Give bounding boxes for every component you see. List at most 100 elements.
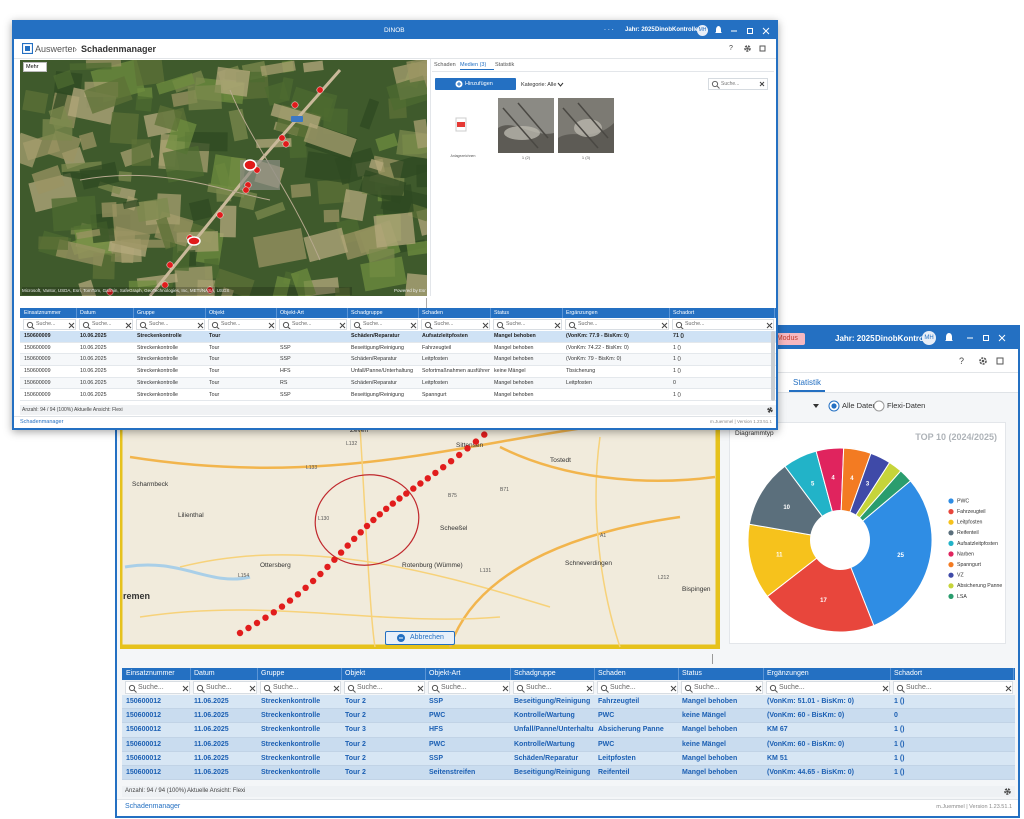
column-header[interactable]: Schadort [673,308,775,318]
help-button[interactable]: ? [959,356,965,366]
clear-search[interactable] [248,684,257,694]
menu-dots[interactable]: . . . [604,25,614,32]
clear-search[interactable] [181,684,190,694]
column-header[interactable]: Datum [194,668,258,680]
settings-button[interactable] [978,356,988,366]
column-search[interactable]: Suche... [344,681,425,694]
settings-button[interactable] [743,44,752,53]
column-header[interactable]: Objekt-Art [280,308,348,318]
map-more-button[interactable]: Mehr [23,62,47,72]
clear-search[interactable] [669,684,678,694]
clear-search[interactable] [660,321,669,331]
column-search[interactable]: Suche... [23,319,76,330]
clear-search[interactable] [332,684,341,694]
radio-all[interactable] [828,400,840,412]
minimize-button[interactable] [965,333,975,343]
column-search[interactable]: Suche... [350,319,418,330]
column-header[interactable]: Objekt [209,308,277,318]
column-search[interactable]: Suche... [421,319,490,330]
column-header[interactable]: Schaden [422,308,491,318]
table-row[interactable] [122,737,1015,752]
column-search[interactable]: Suche... [125,681,190,694]
table-row[interactable] [20,342,776,355]
column-header[interactable]: Gruppe [261,668,342,680]
user-avatar[interactable]: MH [922,331,936,345]
clear-search[interactable] [67,321,76,331]
table-row[interactable] [20,354,776,367]
table-row[interactable] [122,751,1015,766]
pdf-thumbnail[interactable] [443,104,483,152]
clear-search[interactable] [758,80,767,89]
column-header[interactable]: Objekt-Art [429,668,511,680]
view-selector[interactable]: Aktuelle Ansicht: Flexi [74,407,123,413]
photo-thumbnail[interactable] [498,98,554,153]
clear-search[interactable] [409,321,418,331]
tab[interactable]: Statistik [495,62,515,68]
status-module[interactable]: Schadenmanager [20,419,64,425]
column-header[interactable]: Schadort [894,668,1014,680]
clear-search[interactable] [416,684,425,694]
table-row[interactable] [20,366,776,378]
column-search[interactable]: Suche... [428,681,510,694]
column-search[interactable]: Suche... [260,681,341,694]
tab-statistik[interactable]: Statistik [789,374,825,392]
dropdown-arrow[interactable] [811,401,821,411]
column-search[interactable]: Suche... [766,681,890,694]
table-row[interactable] [20,331,776,343]
clear-search[interactable] [196,321,205,331]
column-search[interactable]: Suche... [193,681,257,694]
tab[interactable]: Schaden [434,62,456,68]
maximize-button[interactable] [981,333,991,343]
notifications-button[interactable] [944,332,954,344]
clear-search[interactable] [338,321,347,331]
column-search[interactable]: Suche... [513,681,594,694]
table-row[interactable] [122,695,1015,710]
column-header[interactable]: Status [494,308,563,318]
column-header[interactable]: Schadgruppe [351,308,419,318]
fullscreen-button[interactable] [758,44,767,53]
table-row[interactable] [20,389,776,402]
fullscreen-button[interactable] [995,356,1005,366]
tab[interactable]: Medien (3) [460,60,494,70]
notifications-button[interactable] [714,25,723,35]
category-filter[interactable]: Kategorie: Alle [521,82,557,88]
clear-search[interactable] [553,321,562,331]
column-search[interactable]: Suche... [681,681,763,694]
column-search[interactable]: Suche... [493,319,562,330]
status-module[interactable]: Schadenmanager [125,803,181,810]
column-search[interactable]: Suche... [279,319,347,330]
column-header[interactable]: Status [682,668,764,680]
radio-flexi[interactable] [873,400,885,412]
clear-search[interactable] [1004,684,1013,694]
column-search[interactable]: Suche... [79,319,133,330]
table-row[interactable] [122,723,1015,738]
minimize-button[interactable] [729,26,739,36]
column-header[interactable]: Objekt [345,668,426,680]
clear-search[interactable] [585,684,594,694]
photo-thumbnail[interactable] [558,98,614,153]
help-button[interactable]: ? [729,45,733,52]
column-header[interactable]: Ergänzungen [566,308,670,318]
clear-search[interactable] [765,321,774,331]
clear-search[interactable] [881,684,890,694]
add-button[interactable]: Hinzufügen [435,78,516,90]
column-header[interactable]: Schadgruppe [514,668,595,680]
clear-search[interactable] [501,684,510,694]
column-header[interactable]: Schaden [598,668,679,680]
table-row[interactable] [20,377,776,390]
maximize-button[interactable] [745,26,755,36]
column-header[interactable]: Einsatznummer [126,668,191,680]
settings-button[interactable] [1003,787,1012,796]
column-search[interactable]: Suche... [597,681,678,694]
column-header[interactable]: Gruppe [137,308,206,318]
breadcrumb-parent[interactable]: Auswerten [35,44,75,54]
chart-type-label[interactable]: Diagrammtyp [735,430,774,437]
table-row[interactable] [122,766,1015,781]
clear-search[interactable] [481,321,490,331]
column-search[interactable]: Suche... [208,319,276,330]
user-avatar[interactable]: MH [697,25,708,36]
column-search[interactable]: Suche... [893,681,1013,694]
close-button[interactable] [997,333,1007,343]
column-search[interactable]: Suche... [672,319,774,330]
clear-search[interactable] [124,321,133,331]
